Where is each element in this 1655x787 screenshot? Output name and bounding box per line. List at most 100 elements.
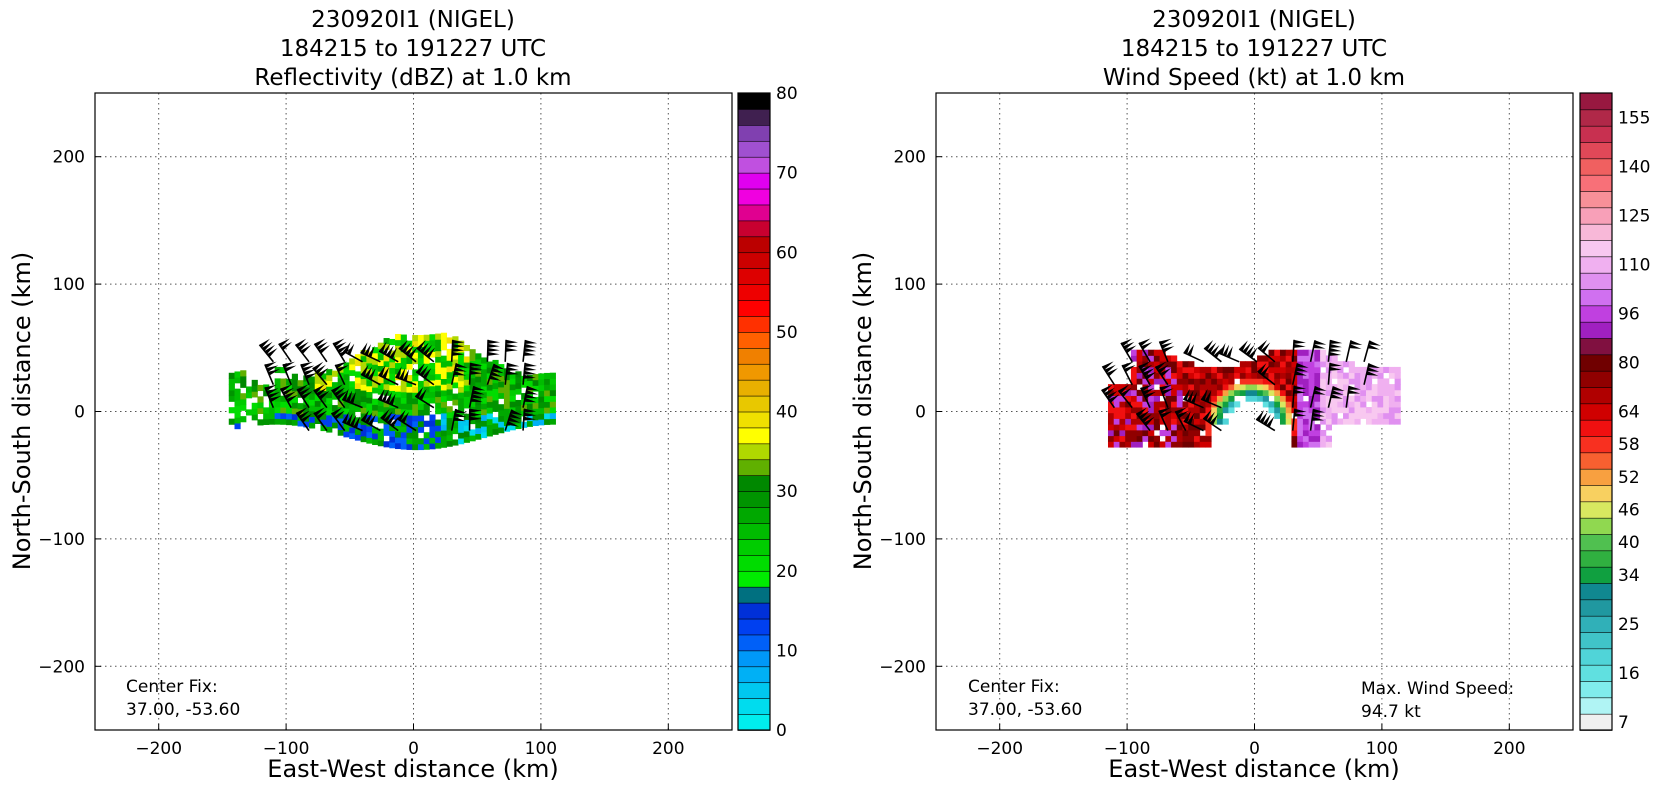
wind-cell xyxy=(1113,407,1120,414)
echo-cell xyxy=(366,385,373,393)
echo-cell xyxy=(452,427,459,435)
wind-cell xyxy=(1153,412,1160,419)
wind-cell xyxy=(1119,401,1126,408)
wind-cell xyxy=(1325,424,1332,431)
wind-cell xyxy=(1285,366,1292,374)
echo-cell xyxy=(463,419,470,426)
barb-staff xyxy=(300,364,310,386)
wind-cell xyxy=(1176,378,1183,385)
echo-cell xyxy=(389,390,396,397)
wind-cell xyxy=(1142,435,1149,442)
barb-flag xyxy=(302,365,315,372)
wind-cell xyxy=(1302,429,1310,437)
wind-cell xyxy=(1165,441,1172,448)
barb-flag xyxy=(1139,338,1151,347)
wind-cell xyxy=(1136,418,1143,425)
colorbar-tick-label: 58 xyxy=(1618,435,1640,455)
wind-cell xyxy=(1176,395,1183,402)
wind-cell xyxy=(1125,395,1132,402)
echo-cell xyxy=(366,380,373,387)
echo-cell xyxy=(423,420,430,427)
wind-cell xyxy=(1314,366,1321,374)
echo-cell xyxy=(435,356,442,363)
wind-cell xyxy=(1302,389,1310,396)
echo-cell xyxy=(440,430,448,437)
echo-cell xyxy=(515,371,522,378)
wind-cell xyxy=(1354,366,1361,374)
echo-cell xyxy=(274,418,281,425)
barb-flag xyxy=(426,347,436,359)
wind-cell xyxy=(1377,395,1384,402)
echo-cell xyxy=(406,397,413,405)
echo-cell xyxy=(286,378,293,386)
barb-flag xyxy=(1261,342,1271,353)
echo-cell xyxy=(435,367,442,375)
wind-cell xyxy=(1365,378,1373,385)
wind-cell xyxy=(1130,355,1138,362)
echo-cell xyxy=(498,427,505,434)
echo-cell xyxy=(268,418,276,425)
echo-cell xyxy=(549,401,556,408)
echo-cell xyxy=(440,367,448,374)
echo-cell xyxy=(521,404,528,411)
wind-cell xyxy=(1239,372,1246,379)
chart-title-line-3: Wind Speed (kt) at 1.0 km xyxy=(1103,65,1405,91)
wind-cell xyxy=(1308,378,1315,385)
barb-flag xyxy=(1248,347,1258,359)
wind-cell xyxy=(1153,378,1160,385)
echo-cell xyxy=(458,352,465,359)
echo-cell xyxy=(412,369,419,376)
wind-cell xyxy=(1354,372,1361,379)
wind-cell xyxy=(1343,418,1350,425)
colorbar-bin xyxy=(1579,533,1613,552)
echo-cell xyxy=(544,418,551,425)
echo-cell xyxy=(423,386,430,393)
echo-cell xyxy=(429,339,436,347)
wind-cell xyxy=(1199,372,1206,379)
echo-cell xyxy=(251,402,258,409)
barb-staff xyxy=(1158,410,1169,431)
barb-flag xyxy=(267,369,280,376)
wind-cell xyxy=(1205,429,1212,437)
wind-cell xyxy=(1365,395,1373,402)
chart-title-line-3: Reflectivity (dBZ) at 1.0 km xyxy=(254,65,571,91)
echo-cell xyxy=(251,408,258,415)
wind-cell xyxy=(1354,395,1361,402)
echo-cell xyxy=(549,372,556,379)
wind-cell xyxy=(1297,424,1304,431)
wind-cell xyxy=(1234,366,1241,374)
echo-cell xyxy=(320,384,327,391)
wind-cell xyxy=(1383,418,1390,425)
echo-cell xyxy=(429,345,436,352)
barb-flag xyxy=(314,338,326,347)
echo-cell xyxy=(417,438,425,445)
wind-cell xyxy=(1193,418,1201,425)
barb-staff xyxy=(1202,417,1222,432)
colorbar-tick-label: 46 xyxy=(1618,501,1640,521)
wind-cell xyxy=(1142,378,1149,385)
wind-cell xyxy=(1377,378,1384,385)
barb-flag xyxy=(389,347,398,359)
barb-staff xyxy=(414,395,435,409)
echo-cell xyxy=(486,430,493,437)
echo-cell xyxy=(492,428,499,435)
echo-cell xyxy=(280,378,287,385)
barb-flag xyxy=(523,351,536,356)
wind-cell xyxy=(1205,366,1212,374)
echo-cell xyxy=(331,393,339,400)
wind-cell xyxy=(1211,372,1218,379)
echo-cell xyxy=(337,383,344,390)
wind-cell xyxy=(1377,389,1384,396)
echo-cell xyxy=(354,423,362,430)
x-tick-label: 100 xyxy=(525,739,557,759)
wind-cell xyxy=(1193,384,1201,391)
echo-cell xyxy=(280,407,287,414)
barb-flag xyxy=(524,370,537,375)
wind-cell xyxy=(1188,407,1195,414)
echo-cell xyxy=(515,377,522,384)
wind-cell xyxy=(1205,401,1212,408)
barb-flag xyxy=(1256,409,1265,422)
colorbar-tick-label: 70 xyxy=(776,164,798,184)
barb-flag xyxy=(1350,340,1363,345)
echo-cell xyxy=(228,384,235,391)
